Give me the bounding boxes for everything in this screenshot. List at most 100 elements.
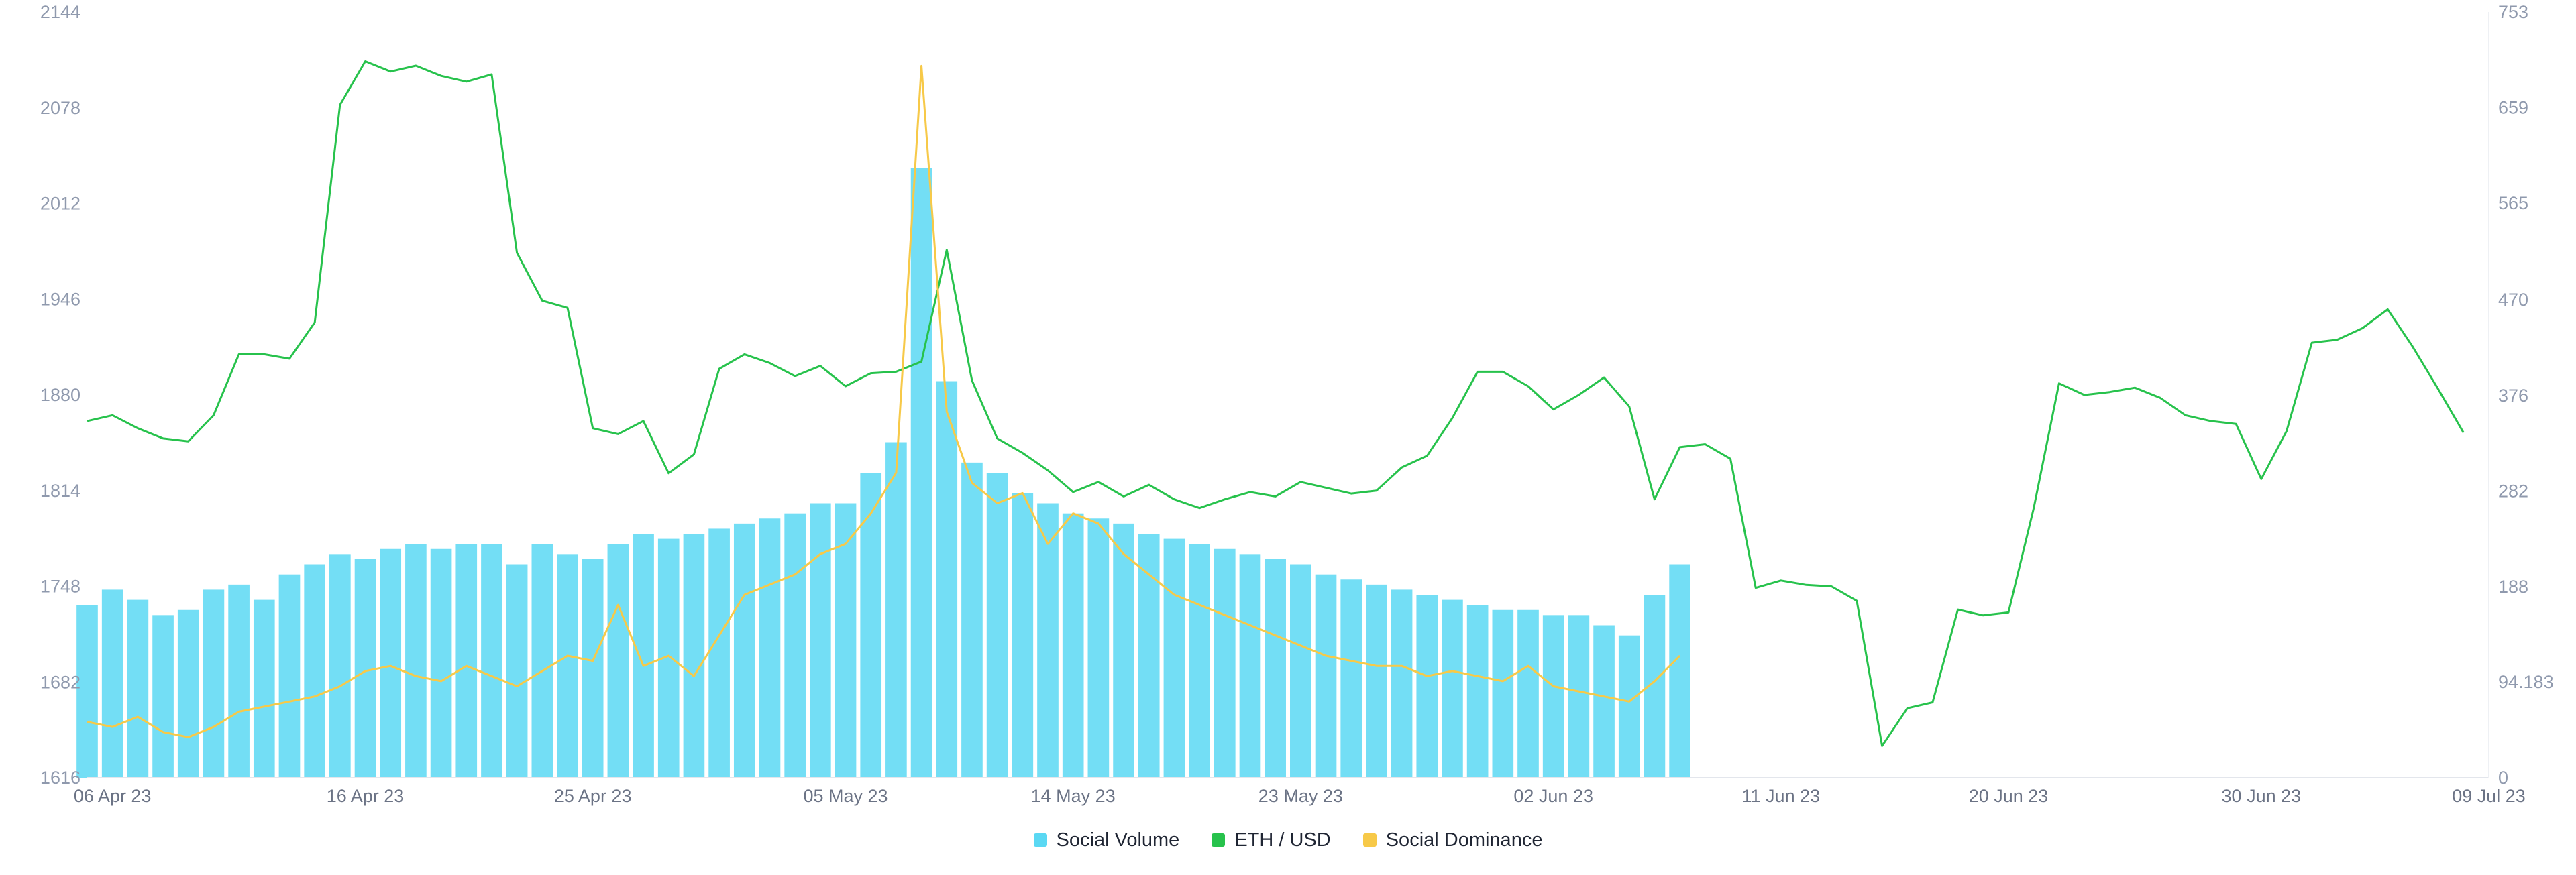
- social-volume-bar[interactable]: [1517, 609, 1539, 778]
- legend-label: ETH / USD: [1234, 829, 1331, 851]
- social-volume-bar[interactable]: [936, 381, 958, 778]
- x-tick-label: 23 May 23: [1258, 786, 1343, 806]
- social-volume-bar[interactable]: [430, 548, 452, 778]
- social-volume-bar[interactable]: [885, 442, 907, 778]
- social-volume-bar[interactable]: [633, 534, 654, 778]
- left-axis-ticks: 2144 2078 2012 1946 1880 1814 1748 1682 1616: [40, 2, 80, 788]
- social-volume-bar[interactable]: [910, 168, 932, 778]
- social-volume-bar[interactable]: [986, 473, 1008, 778]
- social-dominance-line[interactable]: [87, 64, 1681, 738]
- social-volume-bar[interactable]: [1290, 564, 1311, 778]
- social-volume-bar[interactable]: [278, 574, 301, 778]
- x-tick-label: 09 Jul 23: [2452, 786, 2526, 806]
- social-volume-bar[interactable]: [1037, 503, 1059, 778]
- social-volume-bar[interactable]: [1466, 605, 1489, 778]
- social-volume-bar[interactable]: [405, 544, 427, 778]
- social-volume-bar[interactable]: [506, 564, 528, 778]
- social-volume-bar[interactable]: [1568, 615, 1590, 778]
- social-volume-bar[interactable]: [1391, 589, 1413, 778]
- social-volume-bar[interactable]: [860, 473, 882, 778]
- x-tick-label: 11 Jun 23: [1742, 786, 1821, 806]
- social-volume-bar[interactable]: [1163, 538, 1185, 778]
- social-volume-bar[interactable]: [557, 554, 578, 778]
- social-volume-bar[interactable]: [1113, 523, 1134, 778]
- social-volume-bar[interactable]: [1062, 513, 1084, 778]
- social-volume-bar[interactable]: [1366, 584, 1387, 778]
- right-tick-label: 753: [2498, 2, 2528, 22]
- social-volume-bar[interactable]: [1492, 609, 1514, 778]
- left-tick-label: 1616: [40, 768, 80, 788]
- left-tick-label: 1814: [40, 481, 80, 501]
- social-volume-bar[interactable]: [304, 564, 325, 778]
- social-volume-bar[interactable]: [329, 554, 351, 778]
- x-axis-ticks: 06 Apr 23 16 Apr 23 25 Apr 23 05 May 23 14 M…: [74, 786, 2526, 806]
- eth-usd-line[interactable]: [87, 60, 2465, 747]
- social-volume-bar[interactable]: [1669, 564, 1690, 778]
- left-tick-label: 1946: [40, 289, 80, 309]
- social-volume-bar[interactable]: [1442, 599, 1463, 778]
- social-volume-bar[interactable]: [203, 589, 225, 778]
- social-volume-bar[interactable]: [1239, 554, 1261, 778]
- left-tick-label: 1748: [40, 577, 80, 597]
- x-tick-label: 30 Jun 23: [2222, 786, 2302, 806]
- x-tick-label: 16 Apr 23: [327, 786, 405, 806]
- right-tick-label: 565: [2498, 193, 2528, 213]
- legend-item-social-dominance[interactable]: Social Dominance: [1362, 829, 1542, 852]
- x-tick-label: 14 May 23: [1031, 786, 1116, 806]
- social-volume-bar[interactable]: [607, 544, 629, 778]
- social-volume-bar[interactable]: [961, 462, 983, 778]
- social-volume-bar[interactable]: [1618, 635, 1640, 778]
- right-tick-label: 0: [2498, 768, 2508, 788]
- right-tick-label: 470: [2498, 290, 2528, 310]
- eth-usd-swatch: [1212, 833, 1226, 847]
- social-volume-bar[interactable]: [455, 544, 478, 778]
- social-volume-bar[interactable]: [177, 609, 199, 778]
- legend-item-social-volume[interactable]: Social Volume: [1033, 829, 1179, 852]
- right-axis-ticks: 753 659 565 470 376 282 188 94.183 0: [2498, 2, 2554, 788]
- left-tick-label: 2144: [40, 2, 80, 22]
- x-tick-label: 05 May 23: [803, 786, 888, 806]
- social-volume-bar[interactable]: [481, 544, 502, 778]
- social-volume-bar[interactable]: [101, 589, 123, 778]
- left-tick-label: 1880: [40, 385, 80, 405]
- social-volume-bar[interactable]: [582, 559, 604, 778]
- social-volume-bar[interactable]: [253, 599, 275, 778]
- social-volume-bar[interactable]: [152, 615, 174, 778]
- social-volume-bar[interactable]: [1416, 595, 1438, 778]
- social-volume-bar[interactable]: [127, 599, 149, 778]
- social-volume-bar[interactable]: [1340, 579, 1362, 778]
- x-tick-label: 20 Jun 23: [1969, 786, 2049, 806]
- social-volume-bar[interactable]: [380, 548, 402, 778]
- social-volume-bar[interactable]: [1012, 493, 1034, 778]
- axes: [87, 12, 2489, 778]
- social-volume-bar[interactable]: [683, 534, 705, 778]
- social-volume-bar[interactable]: [733, 523, 755, 778]
- social-volume-bar[interactable]: [1542, 615, 1564, 778]
- social-volume-bar[interactable]: [1087, 518, 1110, 778]
- social-volume-bar[interactable]: [1315, 574, 1337, 778]
- social-volume-bar[interactable]: [784, 513, 806, 778]
- social-volume-swatch: [1033, 833, 1047, 847]
- left-tick-label: 2012: [40, 194, 80, 214]
- right-tick-label: 376: [2498, 386, 2528, 406]
- social-volume-bar[interactable]: [228, 584, 250, 778]
- social-volume-bar[interactable]: [1593, 625, 1615, 778]
- social-volume-bar[interactable]: [708, 528, 730, 778]
- social-volume-bar[interactable]: [354, 559, 376, 778]
- right-tick-label: 282: [2498, 481, 2528, 501]
- social-volume-bar[interactable]: [835, 503, 857, 778]
- x-tick-label: 02 Jun 23: [1513, 786, 1593, 806]
- social-volume-bar[interactable]: [1214, 548, 1236, 778]
- social-volume-bars: [76, 168, 1690, 778]
- legend-item-eth-usd[interactable]: ETH / USD: [1212, 829, 1331, 852]
- social-volume-bar[interactable]: [1189, 544, 1210, 778]
- social-volume-bar[interactable]: [531, 544, 553, 778]
- social-volume-bar[interactable]: [1265, 559, 1286, 778]
- series-lines: [87, 60, 2465, 747]
- social-volume-bar[interactable]: [1138, 534, 1160, 778]
- social-volume-bar[interactable]: [759, 518, 781, 778]
- social-volume-bar[interactable]: [810, 503, 831, 778]
- social-volume-bar[interactable]: [76, 605, 98, 778]
